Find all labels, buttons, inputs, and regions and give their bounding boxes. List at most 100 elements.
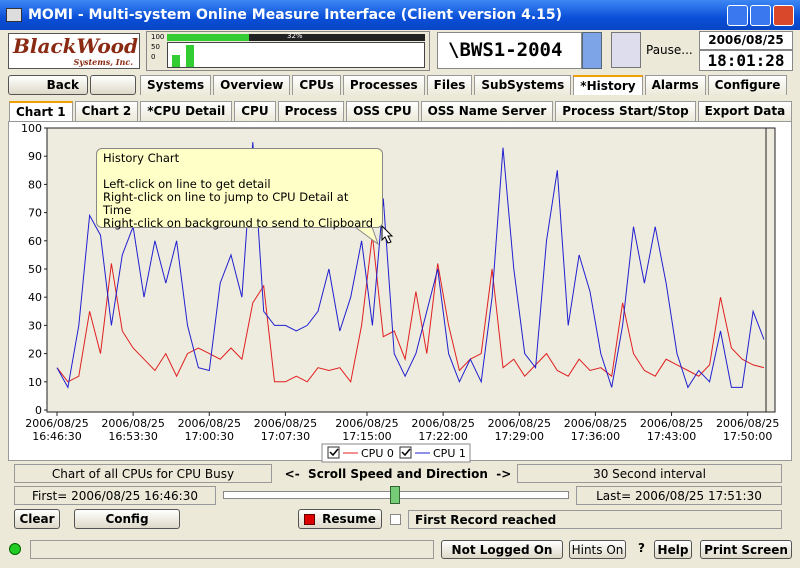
y-tick-label: 20	[28, 348, 42, 361]
tooltip: History Chart Left-click on line to get …	[96, 148, 383, 230]
scroll-label: <- Scroll Speed and Direction ->	[284, 467, 512, 481]
legend-check	[401, 448, 411, 457]
chart-tab[interactable]: Process Start/Stop	[555, 101, 696, 121]
meter-label: 100	[151, 33, 165, 41]
logo-subtext: Systems, Inc.	[73, 57, 133, 67]
y-tick-label: 70	[28, 207, 42, 220]
legend-checkbox[interactable]	[399, 446, 412, 459]
status-light	[9, 543, 21, 555]
x-tick-label: 2006/08/25 17:36:00	[563, 417, 628, 443]
logo-text: BlackWood	[13, 34, 138, 58]
y-tick-label: 80	[28, 178, 42, 191]
legend-checkbox[interactable]	[327, 446, 340, 459]
last-record: Last= 2006/08/25 17:51:30	[576, 486, 782, 505]
date: 2006/08/25	[699, 31, 793, 50]
legend	[321, 443, 471, 463]
y-tick-label: 60	[28, 235, 42, 248]
legend-check	[329, 448, 339, 457]
tab[interactable]: Systems	[140, 75, 212, 95]
print-button[interactable]: Print Screen	[700, 540, 792, 559]
x-tick-label: 2006/08/25 17:22:00	[411, 417, 475, 443]
tooltip-pointer	[354, 226, 380, 246]
chart-tab[interactable]: Chart 2	[74, 101, 139, 121]
resume-button[interactable]: Resume	[298, 509, 382, 529]
pause-label[interactable]: Pause...	[646, 43, 693, 57]
line-series	[56, 142, 765, 389]
line-series	[56, 235, 765, 383]
y-tick-label: 30	[28, 319, 42, 332]
back-button[interactable]: Back	[8, 75, 88, 95]
tooltip-line: Left-click on line to get detail	[103, 177, 271, 191]
tab[interactable]: Overview	[213, 75, 291, 95]
cursor	[381, 224, 394, 244]
tooltip-line: Right-click on background to send to Cli…	[103, 216, 374, 230]
tooltip-line: Right-click on line to jump to CPU Detai…	[103, 190, 349, 217]
close-button[interactable]	[773, 5, 794, 26]
chart-tabs: Chart 1 Chart 2 *CPU Detail CPU Process OSS C…	[9, 101, 793, 121]
x-tick-label: 2006/08/25 17:43:00	[639, 417, 704, 443]
cpu-meter: 100 50 0 32%	[146, 31, 430, 71]
clear-button[interactable]: Clear	[14, 509, 60, 529]
tab[interactable]: *History	[573, 75, 643, 95]
tab[interactable]: CPUs	[292, 75, 341, 95]
y-tick-label: 40	[28, 291, 42, 304]
x-tick-label: 2006/08/25 16:53:30	[101, 417, 165, 443]
tab[interactable]: SubSystems	[474, 75, 572, 95]
x-tick-label: 2006/08/25 17:29:00	[487, 417, 551, 443]
legend-label: CPU 0	[361, 447, 394, 460]
y-tick-label: 100	[21, 122, 42, 135]
interval: 30 Second interval	[517, 464, 782, 483]
y-tick-label: 50	[28, 263, 42, 276]
connection-icon	[611, 32, 641, 68]
help-icon[interactable]: ?	[638, 541, 645, 555]
chart-tab[interactable]: Process	[277, 101, 345, 121]
tab[interactable]: Processes	[342, 75, 425, 95]
meter-scale: 100 50 0	[151, 32, 164, 62]
main-tabs: Systems Overview CPUs Processes Files SubSyst…	[140, 75, 788, 95]
legend-label: CPU 1	[433, 447, 466, 460]
minimize-button[interactable]	[727, 5, 748, 26]
chart-tab[interactable]: Chart 1	[9, 101, 73, 121]
y-tick-label: 0	[35, 404, 42, 417]
tab[interactable]: Files	[426, 75, 473, 95]
meter-percent: 32%	[287, 32, 303, 40]
y-tick-label: 10	[28, 376, 42, 389]
system-selector[interactable]: \BWS1-2004	[437, 32, 582, 69]
status-message: First Record reached	[408, 510, 782, 529]
x-tick-label: 2006/08/25 17:07:30	[253, 417, 318, 443]
chart-description: Chart of all CPUs for CPU Busy	[14, 464, 272, 483]
status-field	[30, 540, 434, 559]
x-tick-label: 2006/08/25 17:50:00	[715, 417, 780, 443]
config-button[interactable]: Config	[74, 509, 180, 529]
checkbox[interactable]	[390, 514, 401, 525]
resume-label: Resume	[322, 512, 376, 526]
chart-tab[interactable]: CPU	[234, 101, 276, 121]
login-button[interactable]: Not Logged On	[441, 540, 563, 559]
chart-tab[interactable]: OSS Name Server	[420, 101, 554, 121]
meter-label: 50	[151, 43, 160, 51]
slider-thumb[interactable]	[390, 486, 400, 504]
maximize-button[interactable]	[750, 5, 771, 26]
chart-tab[interactable]: OSS CPU	[346, 101, 419, 121]
app-icon	[6, 8, 22, 22]
clock: 18:01:28	[699, 50, 793, 71]
forward-button[interactable]	[90, 75, 136, 95]
chart-tab[interactable]: *CPU Detail	[140, 101, 233, 121]
scroll-slider[interactable]	[223, 486, 569, 504]
tooltip-title: History Chart	[103, 151, 180, 165]
tab[interactable]: Alarms	[644, 75, 706, 95]
chart-tab[interactable]: Export Data	[697, 101, 793, 121]
hints-button[interactable]: Hints On	[569, 540, 626, 559]
window-title: MOMI - Multi-system Online Measure Inter…	[28, 7, 563, 23]
help-button[interactable]: Help	[654, 540, 692, 559]
y-tick-label: 90	[28, 150, 42, 163]
meter-label: 0	[151, 53, 156, 61]
x-tick-label: 2006/08/25 16:46:30	[25, 417, 89, 443]
dropdown-button[interactable]	[582, 32, 602, 69]
title-bar: MOMI - Multi-system Online Measure Inter…	[0, 0, 800, 30]
logo: BlackWood Systems, Inc.	[8, 33, 140, 69]
tab[interactable]: Configure	[707, 75, 788, 95]
x-tick-label: 2006/08/25 17:15:00	[335, 417, 399, 443]
